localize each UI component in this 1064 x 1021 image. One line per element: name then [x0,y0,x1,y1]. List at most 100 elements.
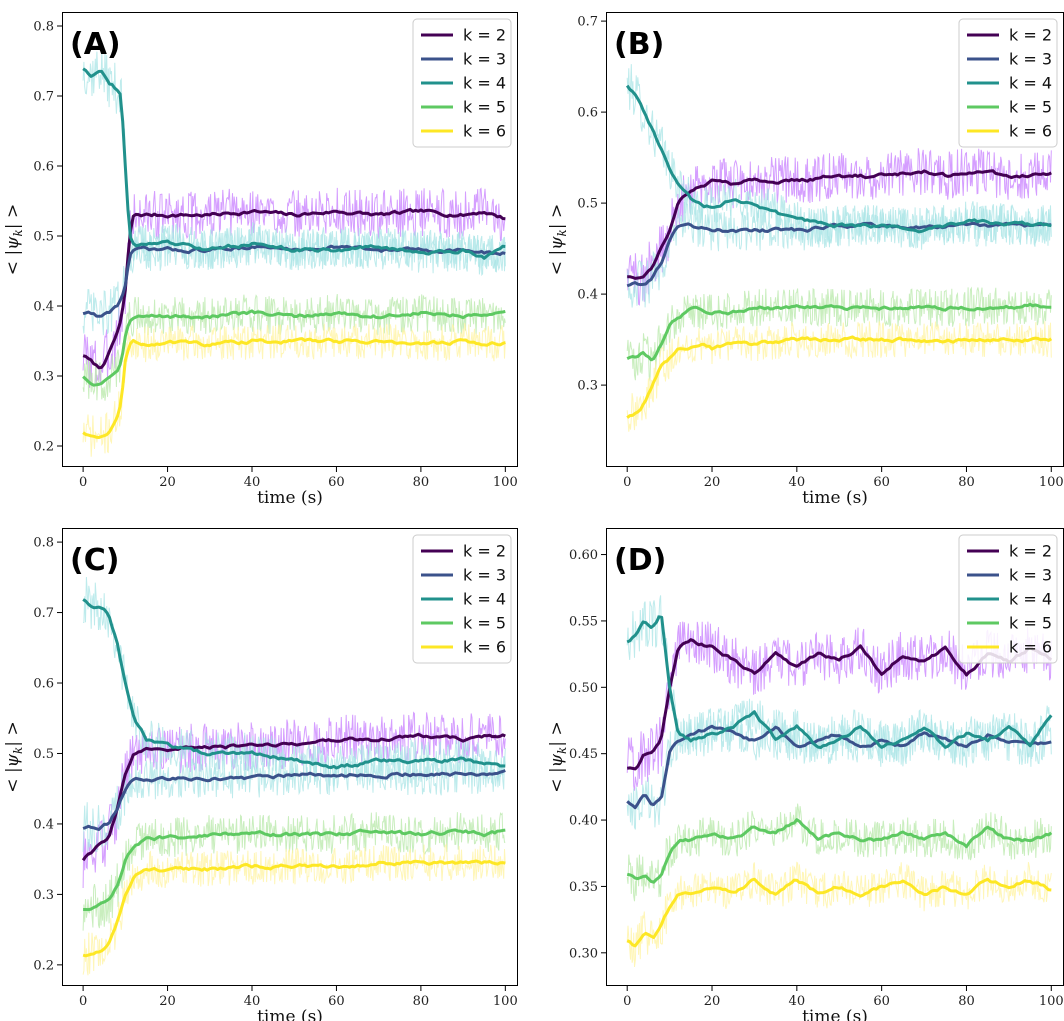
x-axis-title: time (s) [257,1007,323,1021]
legend-label-k-5: k = 5 [1009,614,1052,633]
legend: k = 2 k = 3 k = 4 k = 5 k = 6 [412,18,512,148]
legend-label-k-2: k = 2 [1009,26,1052,45]
legend: k = 2 k = 3 k = 4 k = 5 k = 6 [412,534,512,664]
y-tick-label: 0.4 [577,288,598,303]
x-tick-label: 0 [79,475,87,490]
panel-label: (D) [614,543,666,578]
y-tick-label: 0.2 [33,958,54,973]
legend-box [412,534,512,664]
plot-frame [62,528,518,986]
x-tick-label: 60 [328,475,345,490]
y-axis-title-subscript: k [555,229,569,236]
y-tick-label: 0.35 [569,880,598,895]
y-axis-title: < |ψk| > [3,204,25,275]
x-tick-label: 80 [958,475,975,490]
x-tick-label: 80 [413,994,430,1009]
series-line-k-4 [82,598,506,770]
y-axis-title-symbol: ψ [547,236,567,250]
x-tick-label: 80 [958,994,975,1009]
series-line-k-4 [82,67,506,260]
legend-label-k-2: k = 2 [463,542,506,561]
y-axis-title-symbol: ψ [3,753,23,767]
y-tick-label: 0.4 [33,817,54,832]
series-line-k-6 [626,877,1052,948]
series-line-k-5 [626,818,1053,884]
legend-box [958,18,1058,148]
x-tick-label: 20 [704,475,721,490]
raw-trace-k-5 [626,286,1052,382]
x-axis-title: time (s) [257,488,323,508]
panel-a: 0 20 40 60 80 100 0.2 0.3 0.4 0.5 0.6 0.7 0.8 time (s… [3,12,518,508]
y-tick-label: 0.6 [577,106,598,121]
y-axis-title: < |ψk| > [547,204,569,275]
legend-box [958,534,1058,664]
y-tick-label: 0.55 [569,614,598,629]
legend-label-k-6: k = 6 [1009,638,1052,657]
raw-trace-k-2 [626,148,1052,306]
y-axis-title-suffix: | > [3,721,23,746]
y-axis-title-subscript: k [11,229,25,236]
y-tick-label: 0.4 [33,300,54,315]
raw-trace-k-2 [82,187,506,388]
y-axis-title-prefix: < | [3,767,23,792]
y-tick-label: 0.3 [577,379,598,394]
legend-label-k-5: k = 5 [1009,98,1052,117]
series-line-k-2 [81,732,506,862]
series-line-k-5 [626,302,1052,362]
x-tick-label: 20 [159,475,176,490]
x-tick-label: 40 [789,994,806,1009]
y-tick-label: 0.7 [33,90,54,105]
x-tick-label: 100 [1039,994,1064,1009]
y-tick-label: 0.7 [577,15,598,30]
raw-traces [82,50,506,457]
x-tick-label: 40 [789,475,806,490]
series-line-k-2 [82,207,506,370]
y-tick-label: 0.5 [577,197,598,212]
smoothed-lines [81,598,506,958]
y-axis-title-suffix: | > [3,204,23,229]
y-axis-title-subscript: k [555,747,569,754]
legend-label-k-4: k = 4 [463,74,506,93]
legend-label-k-3: k = 3 [1009,566,1052,585]
series-line-k-2 [627,169,1052,280]
y-tick-label: 0.6 [33,677,54,692]
raw-traces [626,64,1052,432]
x-tick-label: 0 [79,994,87,1009]
y-tick-label: 0.5 [33,230,54,245]
y-axis-title-suffix: | > [547,721,567,746]
y-axis-title: < |ψk| > [3,721,25,792]
y-axis-title: < |ψk| > [547,721,569,792]
panel-label: (B) [614,27,664,62]
legend-label-k-6: k = 6 [463,638,506,657]
x-tick-label: 100 [1039,475,1064,490]
series-line-k-3 [82,769,506,831]
x-tick-label: 60 [328,994,345,1009]
legend-label-k-3: k = 3 [1009,50,1052,69]
y-tick-label: 0.7 [33,606,54,621]
legend: k = 2 k = 3 k = 4 k = 5 k = 6 [958,18,1058,148]
legend-box [412,18,512,148]
x-tick-label: 60 [873,994,890,1009]
legend-label-k-6: k = 6 [463,122,506,141]
legend-label-k-2: k = 2 [463,26,506,45]
series-line-k-4 [625,84,1052,234]
smoothed-lines [625,84,1053,419]
y-tick-label: 0.30 [569,946,598,961]
y-axis-title-prefix: < | [547,250,567,275]
panel-d: 0 20 40 60 80 100 0.30 0.35 0.40 0.45 0.50 0.55 0.60… [547,528,1064,1021]
series-line-k-6 [626,335,1053,419]
panel-label: (C) [70,543,119,578]
series-line-k-4 [626,615,1053,749]
raw-trace-k-5 [82,294,506,401]
raw-trace-k-4 [626,64,1052,250]
legend-label-k-5: k = 5 [463,98,506,117]
y-axis-title-suffix: | > [547,204,567,229]
legend-label-k-3: k = 3 [463,50,506,69]
plot-frame [62,12,518,467]
y-axis-title-prefix: < | [3,250,23,275]
series-line-k-5 [82,309,506,387]
y-tick-label: 0.5 [33,747,54,762]
x-tick-label: 80 [413,475,430,490]
x-tick-label: 100 [493,994,518,1009]
